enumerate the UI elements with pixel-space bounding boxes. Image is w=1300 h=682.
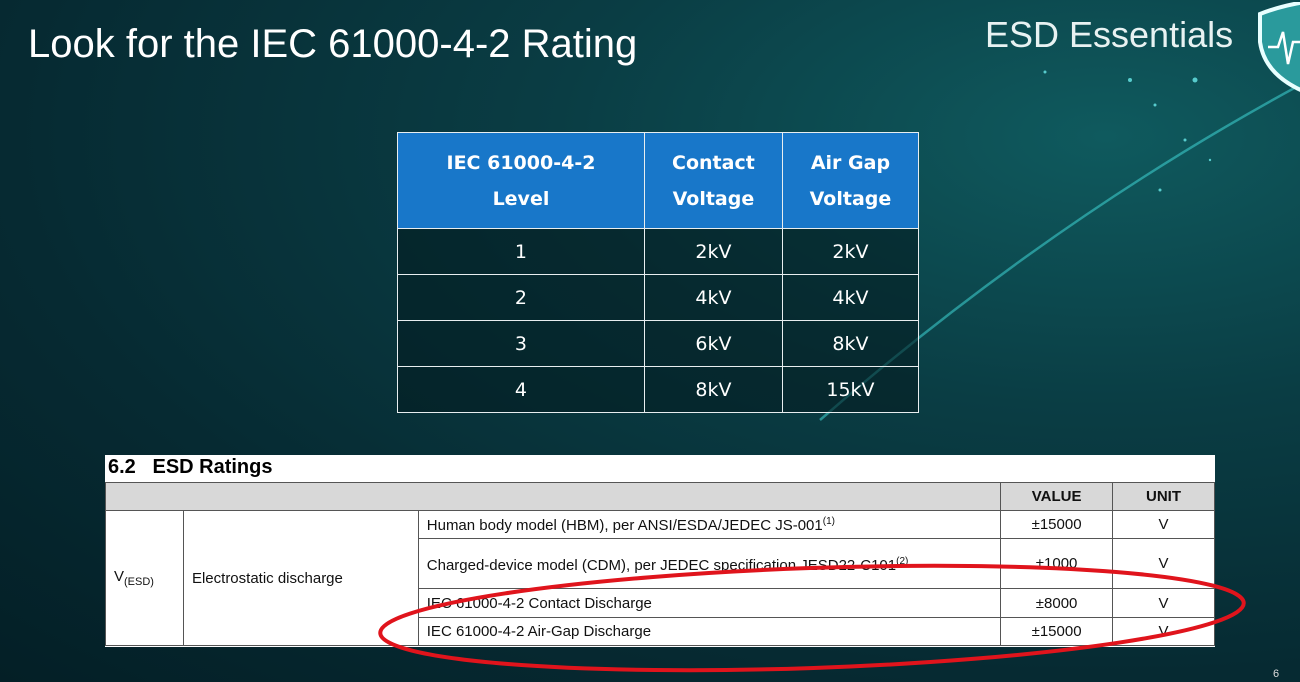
page-number: 6 bbox=[1273, 668, 1280, 680]
air-gap-cell: 8kV bbox=[781, 320, 920, 367]
unit-cell: V bbox=[1112, 510, 1215, 539]
contact-cell: 4kV bbox=[643, 274, 783, 321]
contact-cell: 8kV bbox=[643, 366, 783, 413]
table-header-row: VALUE UNIT bbox=[104, 482, 1215, 511]
shield-heartbeat-icon bbox=[1258, 2, 1300, 92]
header-level: IEC 61000-4-2 Level bbox=[397, 132, 645, 229]
value-cell: ±15000 bbox=[1000, 510, 1114, 539]
value-cell: ±15000 bbox=[1000, 617, 1114, 646]
header-value: VALUE bbox=[1000, 482, 1114, 511]
contact-cell: 2kV bbox=[643, 228, 783, 275]
air-gap-cell: 15kV bbox=[781, 366, 920, 413]
air-gap-cell: 2kV bbox=[781, 228, 920, 275]
value-cell: ±8000 bbox=[1000, 588, 1114, 618]
level-cell: 4 bbox=[397, 366, 645, 413]
table-header-row: IEC 61000-4-2 Level Contact Voltage Air Ga… bbox=[397, 132, 920, 229]
level-cell: 3 bbox=[397, 320, 645, 367]
datasheet-section-title: 6.2 ESD Ratings bbox=[108, 456, 273, 478]
iec-level-table: IEC 61000-4-2 Level Contact Voltage Air Ga… bbox=[397, 132, 920, 413]
table-row: 3 6kV 8kV bbox=[397, 320, 920, 367]
value-cell: ±1000 bbox=[1000, 538, 1114, 589]
header-unit: UNIT bbox=[1112, 482, 1215, 511]
table-row: 2 4kV 4kV bbox=[397, 274, 920, 321]
table-row: 4 8kV 15kV bbox=[397, 366, 920, 413]
unit-cell: V bbox=[1112, 538, 1215, 589]
description-cell: IEC 61000-4-2 Contact Discharge bbox=[417, 588, 1002, 618]
slide-title: Look for the IEC 61000-4-2 Rating bbox=[28, 22, 638, 66]
parameter-cell: Electrostatic discharge bbox=[182, 510, 419, 646]
unit-cell: V bbox=[1112, 588, 1215, 618]
description-cell: IEC 61000-4-2 Air-Gap Discharge bbox=[417, 617, 1002, 646]
header-contact-voltage: Contact Voltage bbox=[643, 132, 783, 229]
air-gap-cell: 4kV bbox=[781, 274, 920, 321]
table-row: 1 2kV 2kV bbox=[397, 228, 920, 275]
header-air-gap-voltage: Air Gap Voltage bbox=[781, 132, 920, 229]
description-cell: Charged-device model (CDM), per JEDEC sp… bbox=[417, 538, 1002, 589]
level-cell: 2 bbox=[397, 274, 645, 321]
symbol-cell: V(ESD) bbox=[105, 510, 184, 646]
esd-ratings-datasheet: 6.2 ESD Ratings VALUE UNIT V(ESD) Electro… bbox=[104, 455, 1215, 647]
unit-cell: V bbox=[1112, 617, 1215, 646]
contact-cell: 6kV bbox=[643, 320, 783, 367]
description-cell: Human body model (HBM), per ANSI/ESDA/JE… bbox=[417, 510, 1002, 539]
brand-name: ESD Essentials bbox=[985, 14, 1234, 55]
table-row: V(ESD) Electrostatic discharge Human bod… bbox=[105, 510, 1215, 646]
level-cell: 1 bbox=[397, 228, 645, 275]
esd-ratings-table: VALUE UNIT V(ESD) Electrostatic discharge… bbox=[104, 482, 1215, 646]
